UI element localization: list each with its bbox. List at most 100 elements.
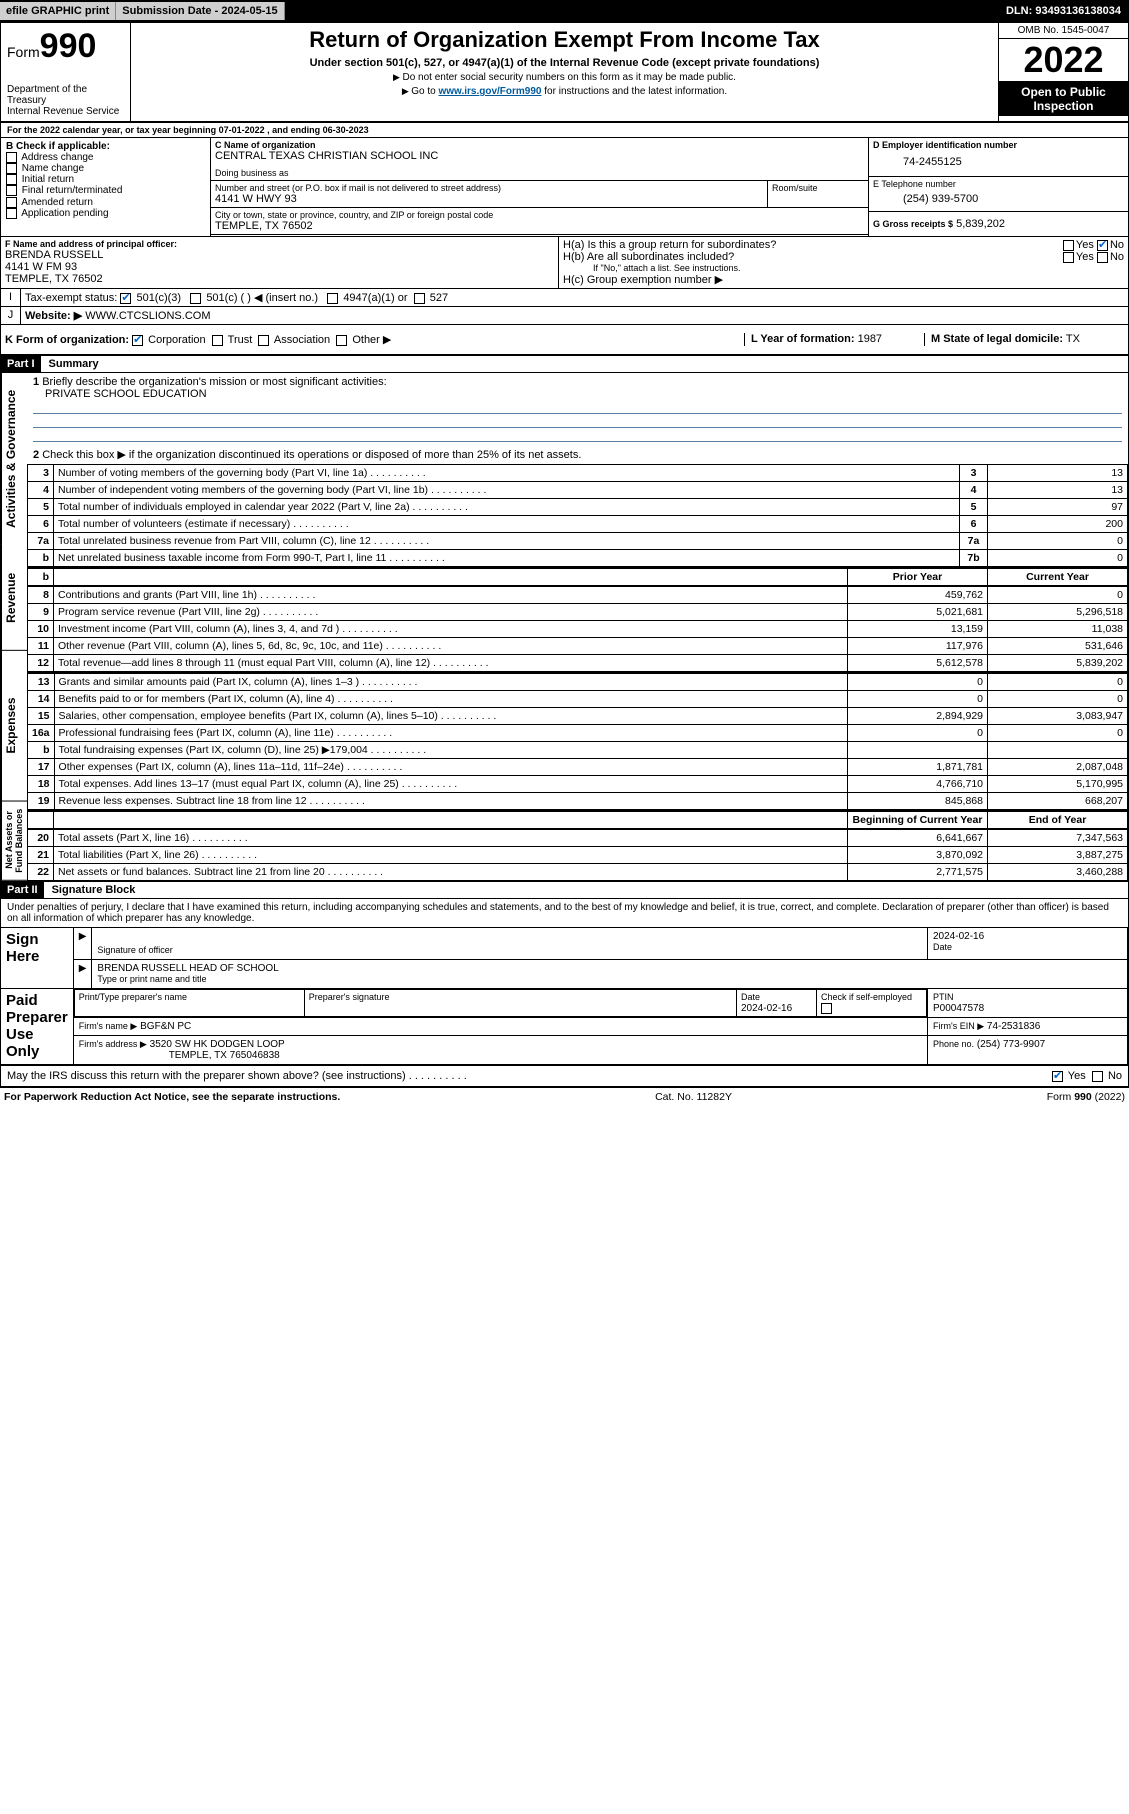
4947-check[interactable] bbox=[327, 293, 338, 304]
box-b-item: Final return/terminated bbox=[6, 185, 205, 196]
domicile: TX bbox=[1066, 333, 1080, 345]
hb-yes-check[interactable] bbox=[1063, 252, 1074, 263]
q1-text: Briefly describe the organization's miss… bbox=[42, 376, 386, 388]
sig-name: BRENDA RUSSELL HEAD OF SCHOOL bbox=[97, 963, 278, 974]
website: WWW.CTCSLIONS.COM bbox=[85, 310, 210, 322]
firm-phone-cell: Phone no. (254) 773-9907 bbox=[928, 1036, 1128, 1065]
501c3-check[interactable] bbox=[120, 293, 131, 304]
form-no: 990 bbox=[40, 27, 97, 65]
self-emp-check[interactable] bbox=[821, 1003, 832, 1014]
table-row: 19Revenue less expenses. Subtract line 1… bbox=[28, 793, 1128, 810]
table-row: 3Number of voting members of the governi… bbox=[28, 465, 1128, 482]
firm-ein: 74-2531836 bbox=[987, 1021, 1040, 1032]
sig-date-cell: 2024-02-16Date bbox=[928, 928, 1128, 960]
ha-no-check[interactable] bbox=[1097, 240, 1108, 251]
table-row: 16aProfessional fundraising fees (Part I… bbox=[28, 725, 1128, 742]
box-b-check[interactable] bbox=[6, 152, 17, 163]
box-b-check[interactable] bbox=[6, 185, 17, 196]
prep-date-label: Date bbox=[741, 992, 760, 1002]
street: 4141 W HWY 93 bbox=[215, 193, 763, 205]
box-b-item: Name change bbox=[6, 163, 205, 174]
sub-lbl-text: Submission Date - bbox=[122, 5, 221, 17]
box-c: C Name of organization CENTRAL TEXAS CHR… bbox=[211, 138, 868, 236]
opt-527: 527 bbox=[430, 292, 448, 304]
ha-yes-check[interactable] bbox=[1063, 240, 1074, 251]
sig-name-cell: BRENDA RUSSELL HEAD OF SCHOOLType or pri… bbox=[92, 960, 1128, 989]
form-subtitle: Under section 501(c), 527, or 4947(a)(1)… bbox=[135, 57, 994, 69]
line-j-row: J Website: ▶ WWW.CTCSLIONS.COM bbox=[1, 307, 1128, 325]
box-b-check[interactable] bbox=[6, 163, 17, 174]
table-row: 18Total expenses. Add lines 13–17 (must … bbox=[28, 776, 1128, 793]
line-i-row: I Tax-exempt status: 501(c)(3) 501(c) ( … bbox=[1, 289, 1128, 307]
ha-no: No bbox=[1110, 239, 1124, 251]
box-b-check[interactable] bbox=[6, 197, 17, 208]
irs-yes-check[interactable] bbox=[1052, 1071, 1063, 1082]
line-j: Website: ▶ WWW.CTCSLIONS.COM bbox=[21, 307, 1128, 324]
q1-answer: PRIVATE SCHOOL EDUCATION bbox=[33, 388, 207, 400]
table-row: 12Total revenue—add lines 8 through 11 (… bbox=[28, 655, 1128, 672]
hb-no: No bbox=[1110, 251, 1124, 263]
note2-post: for instructions and the latest informat… bbox=[542, 86, 728, 97]
room-label: Room/suite bbox=[772, 183, 864, 193]
box-b-check[interactable] bbox=[6, 208, 17, 219]
efile-label[interactable]: efile GRAPHIC print bbox=[0, 2, 116, 20]
form-container: Form990 Department of the Treasury Inter… bbox=[0, 22, 1129, 1087]
ha-yes: Yes bbox=[1076, 239, 1094, 251]
other-check[interactable] bbox=[336, 335, 347, 346]
line-i: Tax-exempt status: 501(c)(3) 501(c) ( ) … bbox=[21, 289, 1128, 306]
line-k-l-m: K Form of organization: Corporation Trus… bbox=[1, 325, 1128, 355]
firm-phone-label: Phone no. bbox=[933, 1039, 974, 1049]
box-b-item: Address change bbox=[6, 152, 205, 163]
firm-city: TEMPLE, TX 765046838 bbox=[79, 1050, 280, 1061]
trust-check[interactable] bbox=[212, 335, 223, 346]
hb-no-check[interactable] bbox=[1097, 252, 1108, 263]
assoc-check[interactable] bbox=[258, 335, 269, 346]
section-b-to-g: B Check if applicable: Address change Na… bbox=[1, 138, 1128, 236]
part1-header: Part I Summary bbox=[1, 355, 1128, 373]
irs-link[interactable]: www.irs.gov/Form990 bbox=[439, 86, 542, 97]
page-footer: For Paperwork Reduction Act Notice, see … bbox=[0, 1087, 1129, 1106]
table-row: 20Total assets (Part X, line 16)6,641,66… bbox=[28, 830, 1128, 847]
part2-title: Signature Block bbox=[44, 884, 136, 896]
table-row: 8Contributions and grants (Part VIII, li… bbox=[28, 587, 1128, 604]
sig-officer-label: Signature of officer bbox=[97, 945, 172, 955]
net-assets-table: 20Total assets (Part X, line 16)6,641,66… bbox=[27, 829, 1128, 881]
org-name-row: C Name of organization CENTRAL TEXAS CHR… bbox=[211, 138, 868, 181]
firm-name-label: Firm's name ▶ bbox=[79, 1021, 138, 1031]
table-row: 15Salaries, other compensation, employee… bbox=[28, 708, 1128, 725]
street-cell: Number and street (or P.O. box if mail i… bbox=[211, 181, 768, 207]
form-title: Return of Organization Exempt From Incom… bbox=[135, 27, 994, 53]
header-right: OMB No. 1545-0047 2022 Open to Public In… bbox=[998, 23, 1128, 121]
line-j-letter: J bbox=[1, 307, 21, 324]
part1-badge: Part I bbox=[1, 356, 41, 372]
table-row: 22Net assets or fund balances. Subtract … bbox=[28, 864, 1128, 881]
opt-4947: 4947(a)(1) or bbox=[343, 292, 407, 304]
q2-block: 2 Check this box ▶ if the organization d… bbox=[27, 445, 1128, 464]
501c-check[interactable] bbox=[190, 293, 201, 304]
opt-trust: Trust bbox=[228, 334, 253, 346]
opt-501c: 501(c) ( ) ◀ (insert no.) bbox=[206, 292, 318, 304]
sig-officer-cell: Signature of officer bbox=[92, 928, 928, 960]
col-headers-2: Beginning of Current Year End of Year bbox=[27, 810, 1128, 829]
note2-pre: Go to bbox=[411, 86, 438, 97]
gross-label: G Gross receipts $ bbox=[873, 219, 953, 229]
527-check[interactable] bbox=[414, 293, 425, 304]
open-inspection: Open to Public Inspection bbox=[999, 82, 1128, 116]
website-label: Website: ▶ bbox=[25, 310, 82, 322]
opt-corp: Corporation bbox=[148, 334, 205, 346]
phone-label: E Telephone number bbox=[873, 179, 1124, 189]
irs-no-check[interactable] bbox=[1092, 1071, 1103, 1082]
hb-note: If "No," attach a list. See instructions… bbox=[563, 263, 1124, 273]
col-begin: Beginning of Current Year bbox=[848, 811, 988, 829]
irs-yes: Yes bbox=[1068, 1070, 1086, 1082]
officer-addr2: TEMPLE, TX 76502 bbox=[5, 273, 554, 285]
box-b-check[interactable] bbox=[6, 174, 17, 185]
dba-label: Doing business as bbox=[215, 168, 864, 178]
corp-check[interactable] bbox=[132, 335, 143, 346]
prep-sig-cell: Preparer's signature bbox=[304, 990, 736, 1017]
domicile-label: M State of legal domicile: bbox=[931, 333, 1063, 345]
hb-yes: Yes bbox=[1076, 251, 1094, 263]
table-row: 10Investment income (Part VIII, column (… bbox=[28, 621, 1128, 638]
tax-year: 2022 bbox=[999, 39, 1128, 82]
self-emp: Check if self-employed bbox=[821, 992, 912, 1002]
